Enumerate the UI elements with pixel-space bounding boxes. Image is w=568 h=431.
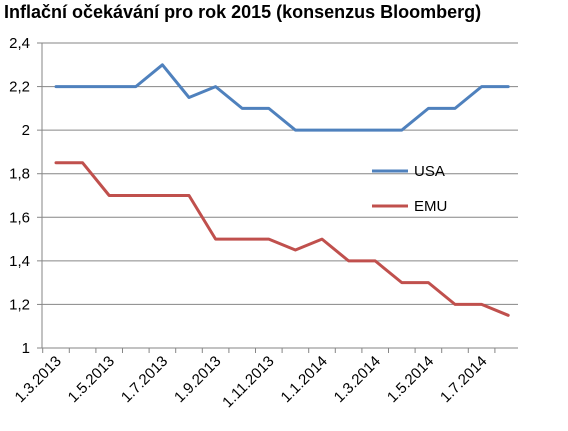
y-tick-label: 2 — [22, 122, 30, 139]
x-tick-label: 1.7.2013 — [118, 353, 171, 406]
x-tick-label: 1.5.2013 — [65, 353, 118, 406]
y-tick-label: 1,4 — [9, 253, 30, 270]
y-tick-labels: 1 1,2 1,4 1,6 1,8 2 2,2 2,4 — [9, 35, 30, 357]
x-tick-label: 1.9.2013 — [171, 353, 224, 406]
chart-title: Inflační očekávání pro rok 2015 (konsenz… — [4, 2, 482, 22]
x-tick-label: 1.1.2014 — [278, 353, 331, 406]
x-tick-labels: 1.3.2013 1.5.2013 1.7.2013 1.9.20131.11.201… — [12, 353, 491, 411]
x-tick-label: 1.3.2013 — [12, 353, 65, 406]
y-tick-label: 2,2 — [9, 79, 30, 96]
x-tick-label: 1.5.2014 — [384, 353, 437, 406]
x-tick-label: 1.7.2014 — [437, 353, 490, 406]
legend: USA EMU — [372, 163, 447, 215]
legend-label-emu: EMU — [414, 198, 447, 215]
series-lines — [54, 63, 510, 317]
y-tick-label: 1,8 — [9, 166, 30, 183]
y-tick-label: 2,4 — [9, 35, 30, 52]
x-tick-label: 1.11.2013 — [219, 353, 277, 411]
gridlines — [42, 42, 518, 305]
x-tick-label: 1.3.2014 — [331, 353, 384, 406]
axes — [37, 42, 518, 353]
legend-label-usa: USA — [414, 163, 445, 180]
series-line-emu — [54, 161, 510, 317]
y-tick-label: 1,2 — [9, 296, 30, 313]
series-line-usa — [54, 63, 510, 132]
y-tick-label: 1,6 — [9, 209, 30, 226]
y-tick-label: 1 — [22, 340, 30, 357]
